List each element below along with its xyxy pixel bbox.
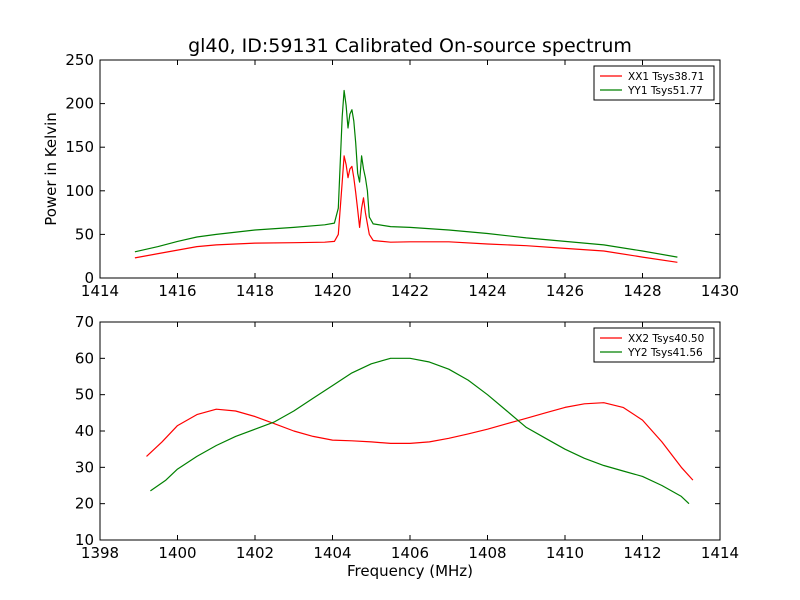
y-tick-label: 50 [75,225,94,243]
x-tick-label: 1410 [546,544,584,562]
series-line-xx [146,402,694,481]
x-tick-label: 1402 [236,544,274,562]
x-tick-label: 1414 [701,544,739,562]
y-tick-label: 0 [84,269,94,287]
y-tick-label: 70 [75,313,94,331]
y-tick-label: 250 [65,51,94,69]
series-line-yy [134,89,678,258]
x-tick-label: 1420 [313,282,351,300]
legend-box [593,327,715,363]
legend-label: XX2 Tsys40.50 [628,333,704,345]
y-tick-label: 10 [75,531,94,549]
top-panel: 1414 1416 1418 1420 1422 1424 1426 1428 1430 0 50 1… [42,51,739,300]
series-line-xx [134,155,678,263]
y-tick-label: 20 [75,495,94,513]
x-tick-label: 1430 [701,282,739,300]
y-tick-label: 30 [75,458,94,476]
y-tick-label: 100 [65,182,94,200]
legend-label: XX1 Tsys38.71 [628,71,704,83]
x-tick-label: 1428 [623,282,661,300]
x-tick-label: 1422 [391,282,429,300]
x-tick-label: 1398 [81,544,119,562]
x-tick-label: 1424 [468,282,506,300]
x-tick-label: 1418 [236,282,274,300]
legend: XX1 Tsys38.71 YY1 Tsys51.77 [593,65,715,101]
x-tick-label: 1406 [391,544,429,562]
x-tick-label: 1404 [313,544,351,562]
bottom-panel: 1398 1400 1402 1404 1406 1408 1410 1412 1414 10 20… [75,313,739,580]
y-tick-label: 40 [75,422,94,440]
x-tick-label: 1426 [546,282,584,300]
legend-label: YY2 Tsys41.56 [627,347,703,359]
y-tick-label: 150 [65,138,94,156]
x-tick-label: 1408 [468,544,506,562]
y-tick-label: 200 [65,95,94,113]
y-tick-label: 60 [75,349,94,367]
figure-title: gl40, ID:59131 Calibrated On-source spec… [188,35,632,57]
y-axis-label: Power in Kelvin [42,112,60,226]
series-line-yy [150,357,690,505]
legend: XX2 Tsys40.50 YY2 Tsys41.56 [593,327,715,363]
x-axis-label: Frequency (MHz) [347,562,473,580]
x-tick-label: 1416 [158,282,196,300]
x-tick-label: 1400 [158,544,196,562]
y-tick-label: 50 [75,386,94,404]
x-tick-label: 1414 [81,282,119,300]
x-tick-label: 1412 [623,544,661,562]
legend-box [593,65,715,101]
legend-label: YY1 Tsys51.77 [627,85,703,97]
